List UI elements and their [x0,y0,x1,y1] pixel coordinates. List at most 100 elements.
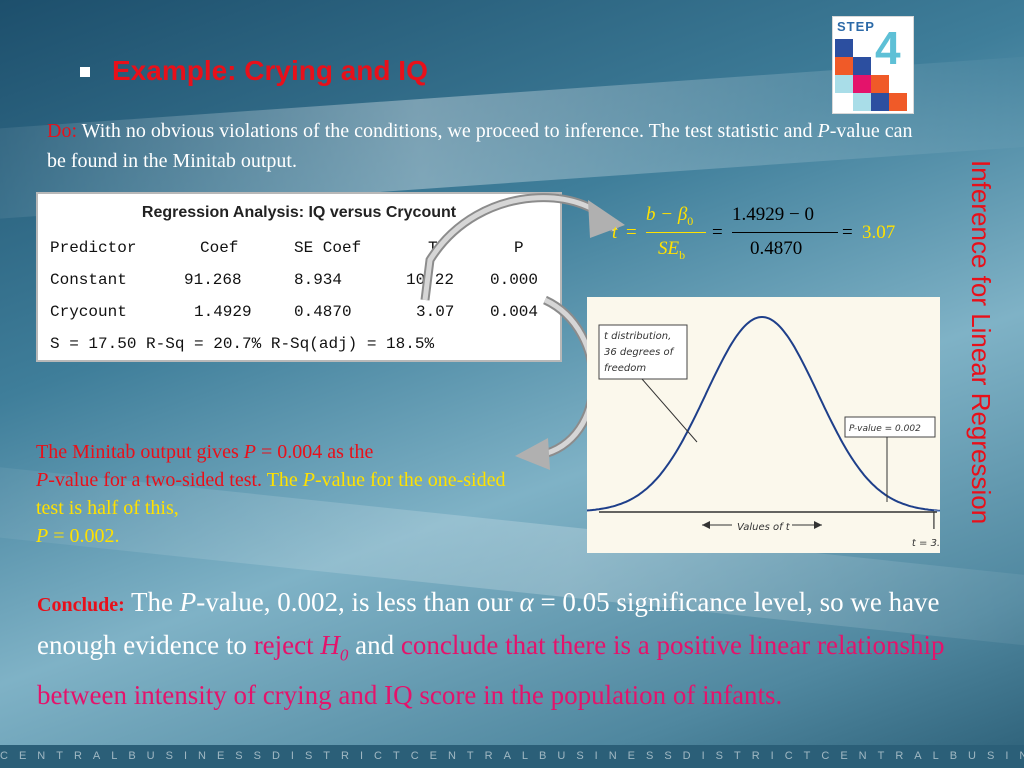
t-symbol: t [612,222,618,243]
table-cell: 1.4929 [194,303,252,321]
value-numerator: 1.4929 − 0 [732,204,814,225]
minitab-heading: Regression Analysis: IQ versus Crycount [141,204,457,221]
table-cell: 8.934 [294,271,343,289]
p-symbol: P [179,587,197,617]
logo-square [871,93,889,111]
subscript: b [679,247,686,262]
t-distribution-graph: Values of t t distribution, 36 degrees o… [582,297,953,553]
conclude-text: The [124,587,180,617]
column-header: Predictor [50,239,137,257]
p-symbol: P [817,120,830,142]
logo-square [835,75,853,93]
table-cell: 91.268 [184,271,242,289]
axis-arrowhead [814,521,822,529]
table-row: Constant 91.268 8.934 10.22 0.000 [50,271,538,397]
note-text: The Minitab output gives [36,441,244,463]
equals-sign: = [712,222,723,243]
conclude-text: and [348,630,401,660]
t-curve-plot: Values of t t distribution, 36 degrees o… [582,315,953,549]
column-header: SE Coef [294,239,362,257]
column-header: P [514,239,524,257]
p-symbol: P [36,469,49,491]
arrowhead [515,438,550,470]
logo-square [853,93,871,111]
table-cell: Constant [50,271,127,289]
subscript: 0 [687,213,694,228]
minitab-summary: S = 17.50 R-Sq = 20.7% R-Sq(adj) = 18.5% [50,335,435,353]
t-marker-label: t = 3.07 [912,538,940,549]
formula-denominator: SEb [658,238,685,263]
do-label: Do: [47,120,77,142]
table-cell: Crycount [50,303,127,321]
p-symbol: P [243,441,256,463]
table-cell: 0.4870 [294,303,352,321]
note-text: The [266,469,303,491]
arrow-to-note [538,295,598,460]
arrow-to-t [420,193,619,301]
table-row: Crycount 1.4929 0.4870 3.07 0.004 [50,303,538,429]
annotation-text: t distribution, [604,331,671,342]
note-text: = 0.004 as the [255,441,374,463]
logo-square [835,39,853,57]
annotation-text: freedom [604,363,646,374]
table-cell: 0.000 [490,271,539,289]
subscript: 0 [339,645,349,665]
conclude-label: Conclude: [37,594,125,616]
minitab-note: The Minitab output gives P = 0.004 as th… [36,438,526,550]
logo-square [871,75,889,93]
t-statistic-formula: t = b − β0 SEb = 1.4929 − 0 0.4870 = 3.0… [600,198,920,268]
logo-square [853,75,871,93]
annotation-leader [641,378,698,443]
slide-title: Example: Crying and IQ [112,55,428,86]
do-text: -value can be found in the Minitab outpu… [47,120,913,172]
t-result: 3.07 [862,222,896,243]
arrow-to-note-highlight [539,297,596,458]
formula-numerator: b − β0 [646,204,693,229]
b-symbol: b [646,204,656,225]
t-density-curve [582,315,942,512]
note-text: = 0.002. [48,525,120,547]
column-header: Coef [200,239,239,257]
reject-text: reject [253,630,321,660]
fraction-bar [646,232,706,233]
note-text: -value for a two-sided test. [48,469,267,491]
p-value-box [844,416,936,438]
note-text: -value for the one-sided test is half of… [36,469,506,519]
p-value-annotation: P-value = 0.002 [849,424,921,434]
minitab-header-row: Predictor Coef SE Coef T P [50,239,524,365]
conclude-text: = 0.05 significance level, so we have en… [37,587,940,660]
step-label: STEP [837,19,875,34]
se-symbol: SE [658,238,680,259]
annotation-text: 36 degrees of [604,347,675,358]
axis-label: Values of t [737,522,791,533]
conclude-text: -value, 0.002, is less than our [196,587,520,617]
table-cell: 3.07 [416,303,455,321]
side-title: Inference for Linear Regression [950,160,1000,560]
value-denominator: 0.4870 [750,238,803,259]
title-bullet [80,67,90,77]
axis-arrowhead [702,521,710,529]
fraction-bar [732,232,838,233]
do-paragraph: Do: With no obvious violations of the co… [47,116,927,176]
side-title-text: Inference for Linear Regression [966,160,996,525]
conclusion-text: conclude that there is a positive linear… [37,630,945,711]
arrowhead [588,200,625,238]
p-symbol: P [36,525,49,547]
do-text: With no obvious violations of the condit… [81,120,818,142]
equals-sign: = [626,222,637,243]
bottom-band: CENTRALBUSINESSDISTRICTCENTRALBUSINESSDI… [0,745,1024,768]
p-symbol: P [302,469,315,491]
h-symbol: H [320,630,340,660]
beta-symbol: − β [655,204,688,225]
arrow-to-t-highlight [422,195,618,301]
conclude-paragraph: Conclude: The P-value, 0.002, is less th… [37,582,947,715]
logo-square [853,57,871,75]
logo-square [835,57,853,75]
equals-sign: = [842,222,853,243]
annotation-box [598,324,688,380]
alpha-symbol: α [519,587,534,617]
table-cell: 0.004 [490,303,539,321]
logo-square [889,93,907,111]
step-number: 4 [875,22,901,74]
step-4-logo: STEP 4 [832,16,914,114]
